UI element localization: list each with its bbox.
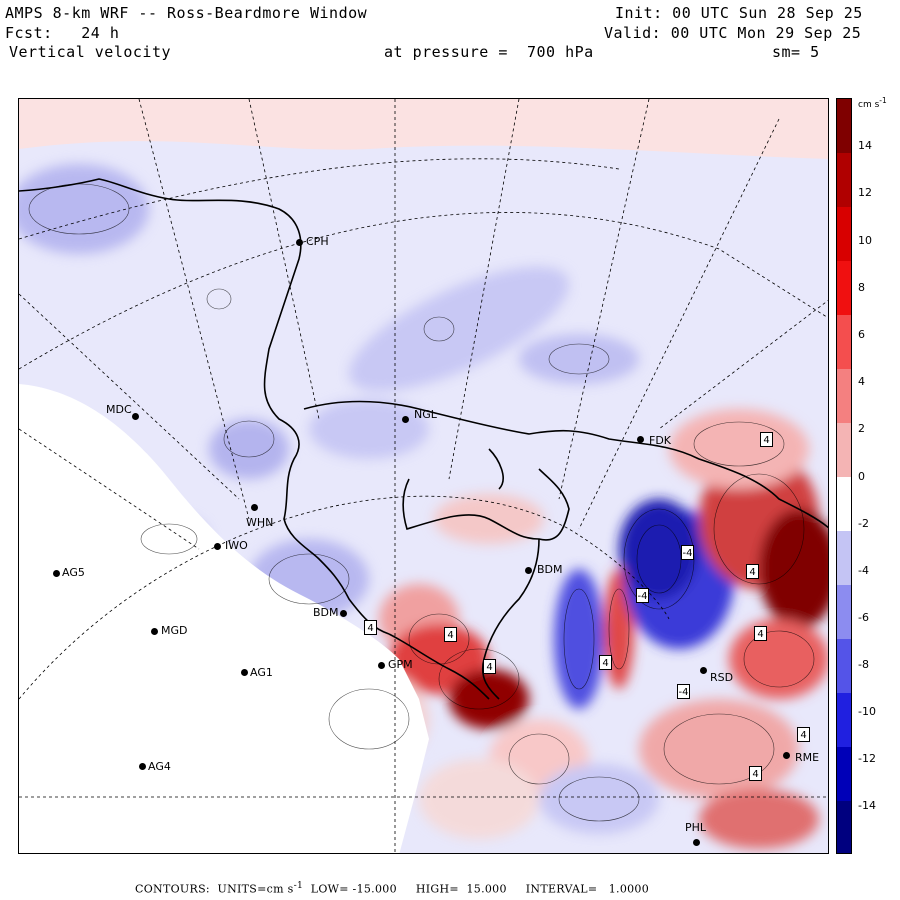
station-marker bbox=[139, 763, 146, 770]
station-marker bbox=[151, 628, 158, 635]
colorbar-swatch bbox=[837, 315, 851, 369]
station-marker bbox=[402, 416, 409, 423]
colorbar-tick: -14 bbox=[858, 799, 876, 812]
colorbar-swatch bbox=[837, 153, 851, 207]
station-marker bbox=[637, 436, 644, 443]
colorbar-swatch bbox=[837, 261, 851, 315]
contour-label: -4 bbox=[636, 588, 649, 603]
station-label: RSD bbox=[710, 671, 734, 684]
colorbar-swatch bbox=[837, 801, 851, 853]
station-label: GPM bbox=[388, 658, 413, 671]
forecast-hour: Fcst: 24 h bbox=[5, 24, 120, 42]
station-label: CPH bbox=[306, 235, 329, 248]
colorbar-swatch bbox=[837, 747, 851, 801]
contour-label: 4 bbox=[746, 564, 759, 579]
contour-label: 4 bbox=[483, 659, 496, 674]
colorbar-tick: -6 bbox=[858, 611, 869, 624]
station-marker bbox=[241, 669, 248, 676]
contour-label: 4 bbox=[444, 627, 457, 642]
contour-label: 4 bbox=[754, 626, 767, 641]
ice-sheet-area bbox=[19, 384, 429, 853]
station-label: MDC bbox=[106, 403, 132, 416]
contour-info-footer: CONTOURS: UNITS=cm s-1 LOW= -15.000 HIGH… bbox=[135, 880, 649, 896]
units-label: UNITS=cm s bbox=[217, 882, 294, 896]
station-label: AG4 bbox=[148, 760, 171, 773]
contours-label: CONTOURS: bbox=[135, 882, 210, 896]
low-value: LOW= -15.000 bbox=[310, 882, 397, 896]
station-label: FDK bbox=[649, 434, 672, 447]
station-label: AG1 bbox=[250, 666, 273, 679]
station-marker bbox=[783, 752, 790, 759]
station-marker bbox=[340, 610, 347, 617]
colorbar-tick: -8 bbox=[858, 658, 869, 671]
station-label: NGL bbox=[414, 408, 437, 421]
high-value: HIGH= 15.000 bbox=[415, 882, 507, 896]
station-marker bbox=[132, 413, 139, 420]
contour-label: 4 bbox=[760, 432, 773, 447]
colorbar-tick: 2 bbox=[858, 422, 865, 435]
contour-label: 4 bbox=[364, 620, 377, 635]
station-marker bbox=[214, 543, 221, 550]
pressure-level: at pressure = 700 hPa bbox=[384, 43, 594, 61]
contour-label: 4 bbox=[599, 655, 612, 670]
contour-label: 4 bbox=[797, 727, 810, 742]
init-time: Init: 00 UTC Sun 28 Sep 25 bbox=[615, 4, 863, 22]
station-marker bbox=[525, 567, 532, 574]
smoothing-value: sm= 5 bbox=[772, 43, 820, 61]
colorbar-swatch bbox=[837, 207, 851, 261]
colorbar-tick: 0 bbox=[858, 470, 865, 483]
units-exponent: -1 bbox=[293, 880, 304, 891]
station-marker bbox=[378, 662, 385, 669]
colorbar-tick: 6 bbox=[858, 328, 865, 341]
station-label: AG5 bbox=[62, 566, 85, 579]
station-label: BDM bbox=[537, 563, 563, 576]
interval-value: INTERVAL= 1.0000 bbox=[525, 882, 650, 896]
colorbar-swatch bbox=[837, 423, 851, 477]
station-marker bbox=[53, 570, 60, 577]
variable-name: Vertical velocity bbox=[9, 43, 172, 61]
map-title: AMPS 8-km WRF -- Ross-Beardmore Window bbox=[5, 4, 368, 22]
contour-label: -4 bbox=[677, 684, 690, 699]
station-marker bbox=[700, 667, 707, 674]
colorbar-swatch bbox=[837, 693, 851, 747]
colorbar-swatch bbox=[837, 531, 851, 585]
graticule bbox=[19, 99, 828, 853]
colorbar-tick: -12 bbox=[858, 752, 876, 765]
colorbar-swatch bbox=[837, 477, 851, 531]
colorbar bbox=[836, 98, 852, 854]
colorbar-tick: -10 bbox=[858, 705, 876, 718]
coastline bbox=[19, 178, 828, 700]
station-marker bbox=[251, 504, 258, 511]
station-label: PHL bbox=[685, 821, 707, 834]
colorbar-tick: 8 bbox=[858, 281, 865, 294]
contour-label: -4 bbox=[681, 545, 694, 560]
colorbar-swatch bbox=[837, 369, 851, 423]
colorbar-swatch bbox=[837, 585, 851, 639]
vertical-velocity-map bbox=[18, 98, 829, 854]
colorbar-tick: -4 bbox=[858, 564, 869, 577]
colorbar-tick: 12 bbox=[858, 186, 872, 199]
map-canvas bbox=[19, 99, 828, 853]
station-label: MGD bbox=[161, 624, 188, 637]
colorbar-units: cm s-1 bbox=[858, 96, 887, 110]
field-positive-north bbox=[19, 99, 828, 159]
colorbar-swatch bbox=[837, 99, 851, 153]
contour-label: 4 bbox=[749, 766, 762, 781]
valid-time: Valid: 00 UTC Mon 29 Sep 25 bbox=[604, 24, 862, 42]
station-marker bbox=[693, 839, 700, 846]
station-label: RME bbox=[795, 751, 820, 764]
colorbar-tick: -2 bbox=[858, 517, 869, 530]
colorbar-tick: 4 bbox=[858, 375, 865, 388]
station-marker bbox=[296, 239, 303, 246]
colorbar-swatch bbox=[837, 639, 851, 693]
colorbar-tick: 14 bbox=[858, 139, 872, 152]
station-label: BDM bbox=[313, 606, 339, 619]
colorbar-tick: 10 bbox=[858, 234, 872, 247]
station-label: IWO bbox=[225, 539, 248, 552]
grounding-line bbox=[402, 448, 570, 700]
station-label: WHN bbox=[246, 516, 274, 529]
